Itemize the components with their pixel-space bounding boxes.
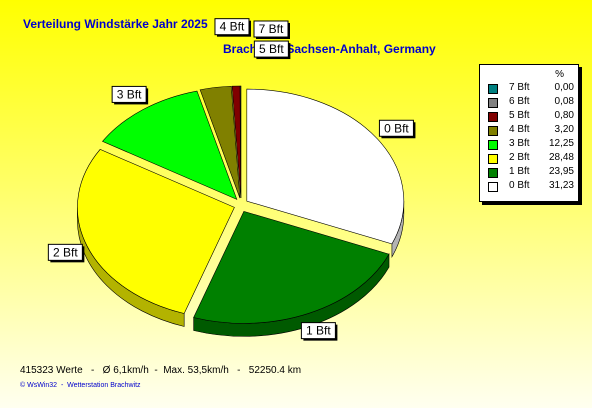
legend-label-1-bft: 1 Bft <box>509 166 530 177</box>
legend: % 7 Bft 0,00 6 Bft 0,08 5 Bft 0,80 4 Bft 3,20 3 … <box>479 64 579 202</box>
legend-item-5-bft: 5 Bft 0,80 <box>486 110 574 122</box>
legend-swatch-2-bft <box>488 154 498 164</box>
legend-swatch-1-bft <box>488 168 498 178</box>
legend-value-4-bft: 3,20 <box>554 124 574 135</box>
slice-2-bft <box>77 149 235 314</box>
slice-label-3-bft: 3 Bft <box>117 87 142 101</box>
legend-item-2-bft: 2 Bft 28,48 <box>486 152 574 164</box>
legend-label-0-bft: 0 Bft <box>509 180 530 191</box>
slice-label-4-bft: 4 Bft <box>220 20 245 34</box>
slice-0-bft <box>246 88 405 245</box>
legend-value-2-bft: 28,48 <box>548 152 574 163</box>
label-box-2-bft <box>47 243 83 261</box>
label-box-7-bft <box>253 20 289 38</box>
legend-value-1-bft: 23,95 <box>548 166 574 177</box>
slice-label-0-bft: 0 Bft <box>384 121 409 135</box>
chart-title: Verteilung Windstärke Jahr 2025 <box>23 17 208 31</box>
legend-swatch-7-bft <box>488 84 498 94</box>
stats-line: 415323 Werte - Ø 6,1km/h - Max. 53,5km/h… <box>20 365 302 376</box>
legend-label-4-bft: 4 Bft <box>509 124 530 135</box>
legend-label-2-bft: 2 Bft <box>509 152 530 163</box>
legend-label-6-bft: 6 Bft <box>509 96 530 107</box>
legend-swatch-3-bft <box>488 140 498 150</box>
legend-item-3-bft: 3 Bft 12,25 <box>486 138 574 150</box>
slice-3-bft <box>102 90 238 200</box>
slice-label-5-bft: 5 Bft <box>259 42 284 56</box>
legend-item-4-bft: 4 Bft 3,20 <box>486 124 574 136</box>
slice-label-1-bft: 1 Bft <box>306 324 331 338</box>
slice-1-bft <box>193 211 390 324</box>
label-box-3-bft <box>111 85 147 103</box>
legend-value-5-bft: 0,80 <box>554 110 574 121</box>
legend-item-1-bft: 1 Bft 23,95 <box>486 166 574 178</box>
label-box-1-bft <box>300 322 336 340</box>
legend-value-3-bft: 12,25 <box>548 138 574 149</box>
legend-value-0-bft: 31,23 <box>548 180 574 191</box>
legend-swatch-6-bft <box>488 98 498 108</box>
legend-item-6-bft: 6 Bft 0,08 <box>486 96 574 108</box>
slice-6-bft <box>239 85 242 199</box>
label-box-0-bft <box>378 119 414 137</box>
slice-label-2-bft: 2 Bft <box>53 245 78 259</box>
legend-header: % <box>555 69 564 80</box>
legend-item-7-bft: 7 Bft 0,00 <box>486 82 574 94</box>
legend-item-0-bft: 0 Bft 31,23 <box>486 180 574 192</box>
slice-labels: 0 Bft 1 Bft 2 Bft 3 Bft 4 Bft 5 Bft 7 Bft <box>47 18 416 341</box>
legend-swatch-5-bft <box>488 112 498 122</box>
legend-swatch-0-bft <box>488 182 498 192</box>
slice-label-7-bft: 7 Bft <box>259 22 284 36</box>
pie-tops <box>77 85 405 324</box>
legend-swatch-4-bft <box>488 126 498 136</box>
legend-label-7-bft: 7 Bft <box>509 82 530 93</box>
legend-label-3-bft: 3 Bft <box>509 138 530 149</box>
legend-value-7-bft: 0,00 <box>554 82 574 93</box>
slice-4-bft <box>199 85 241 199</box>
label-box-4-bft <box>214 18 250 36</box>
legend-label-5-bft: 5 Bft <box>509 110 530 121</box>
label-box-5-bft <box>253 40 289 58</box>
copyright-line: © WsWin32 - Wetterstation Brachwitz <box>20 382 141 389</box>
legend-value-6-bft: 0,08 <box>554 96 574 107</box>
